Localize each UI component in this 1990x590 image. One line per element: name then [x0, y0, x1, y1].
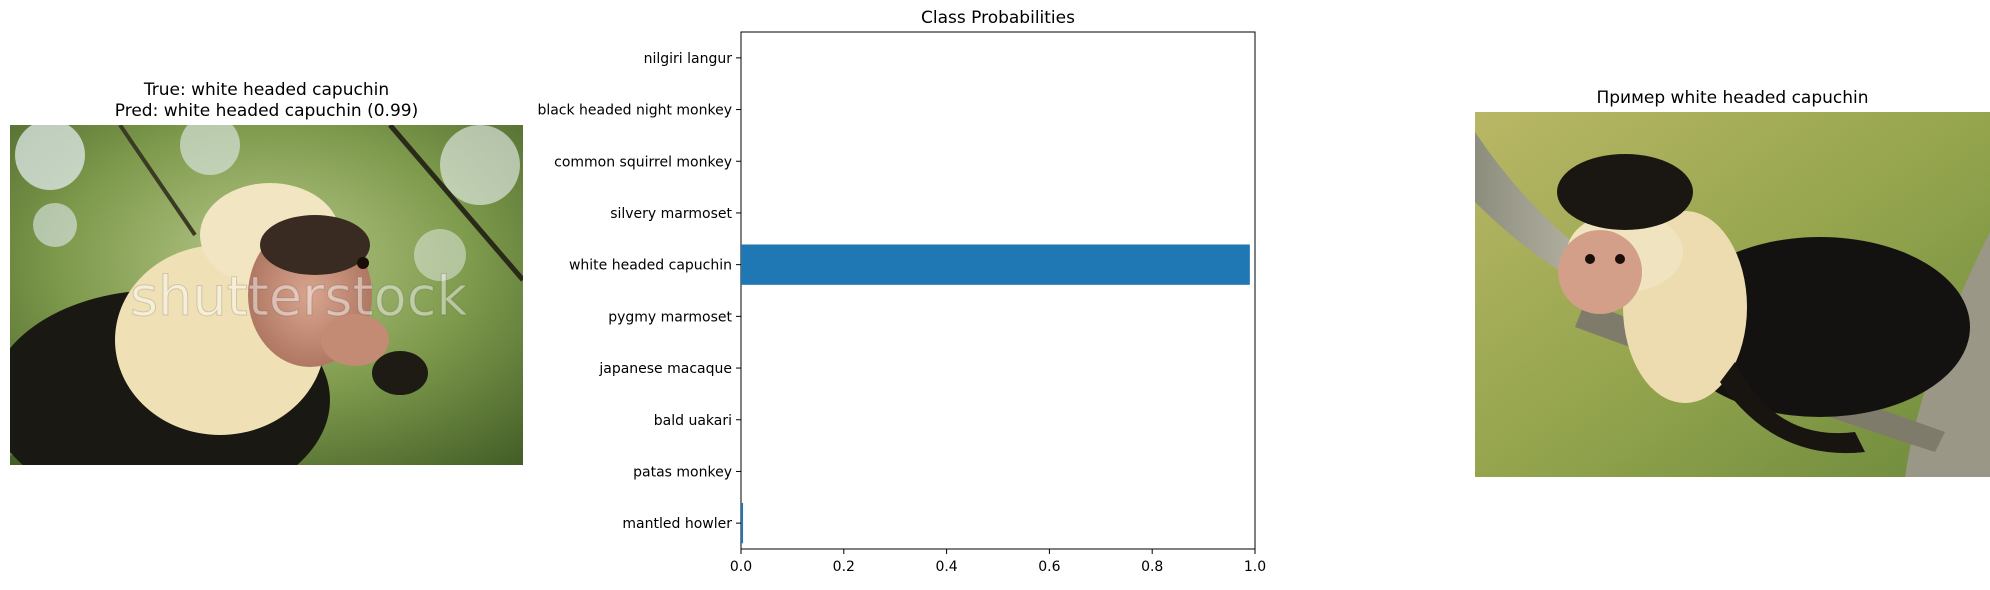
- y-tick-label: white headed capuchin: [569, 258, 732, 274]
- sample-photo-left: shutterstock: [10, 125, 523, 465]
- y-axis: nilgiri langur black headed night monkey c…: [537, 51, 741, 532]
- bar: [741, 502, 744, 544]
- x-tick-label: 0.6: [1038, 559, 1060, 575]
- y-tick-label: patas monkey: [633, 464, 732, 480]
- y-tick-label: black headed night monkey: [537, 103, 732, 119]
- x-tick-label: 1.0: [1244, 559, 1266, 575]
- x-tick-label: 0.4: [935, 559, 957, 575]
- watermark-text: shutterstock: [130, 265, 468, 328]
- chart-title: Class Probabilities: [921, 8, 1075, 28]
- x-tick-label: 0.2: [833, 559, 855, 575]
- plot-area: [740, 31, 1256, 550]
- capuchin-photo-right: [1475, 112, 1990, 477]
- y-tick-label: bald uakari: [654, 413, 732, 429]
- y-tick-label: japanese macaque: [598, 361, 732, 377]
- x-tick-label: 0.0: [730, 559, 752, 575]
- y-tick-label: silvery marmoset: [610, 206, 732, 222]
- capuchin-photo-left: shutterstock: [10, 125, 523, 465]
- sample-photo-right: [1475, 112, 1990, 477]
- y-tick-label: common squirrel monkey: [554, 154, 732, 170]
- y-tick-label: pygmy marmoset: [608, 309, 732, 325]
- right-title: Пример white headed capuchin: [1596, 88, 1869, 108]
- x-tick-label: 0.8: [1141, 559, 1163, 575]
- bar: [741, 244, 1250, 285]
- left-title-pred: Pred: white headed capuchin (0.99): [114, 101, 419, 121]
- bars-group: [741, 244, 1250, 544]
- y-tick-label: nilgiri langur: [644, 51, 733, 67]
- y-tick-label: mantled howler: [622, 516, 732, 532]
- x-axis: 0.0 0.2 0.4 0.6 0.8 1.0: [730, 549, 1266, 575]
- left-title-true: True: white headed capuchin: [143, 80, 390, 100]
